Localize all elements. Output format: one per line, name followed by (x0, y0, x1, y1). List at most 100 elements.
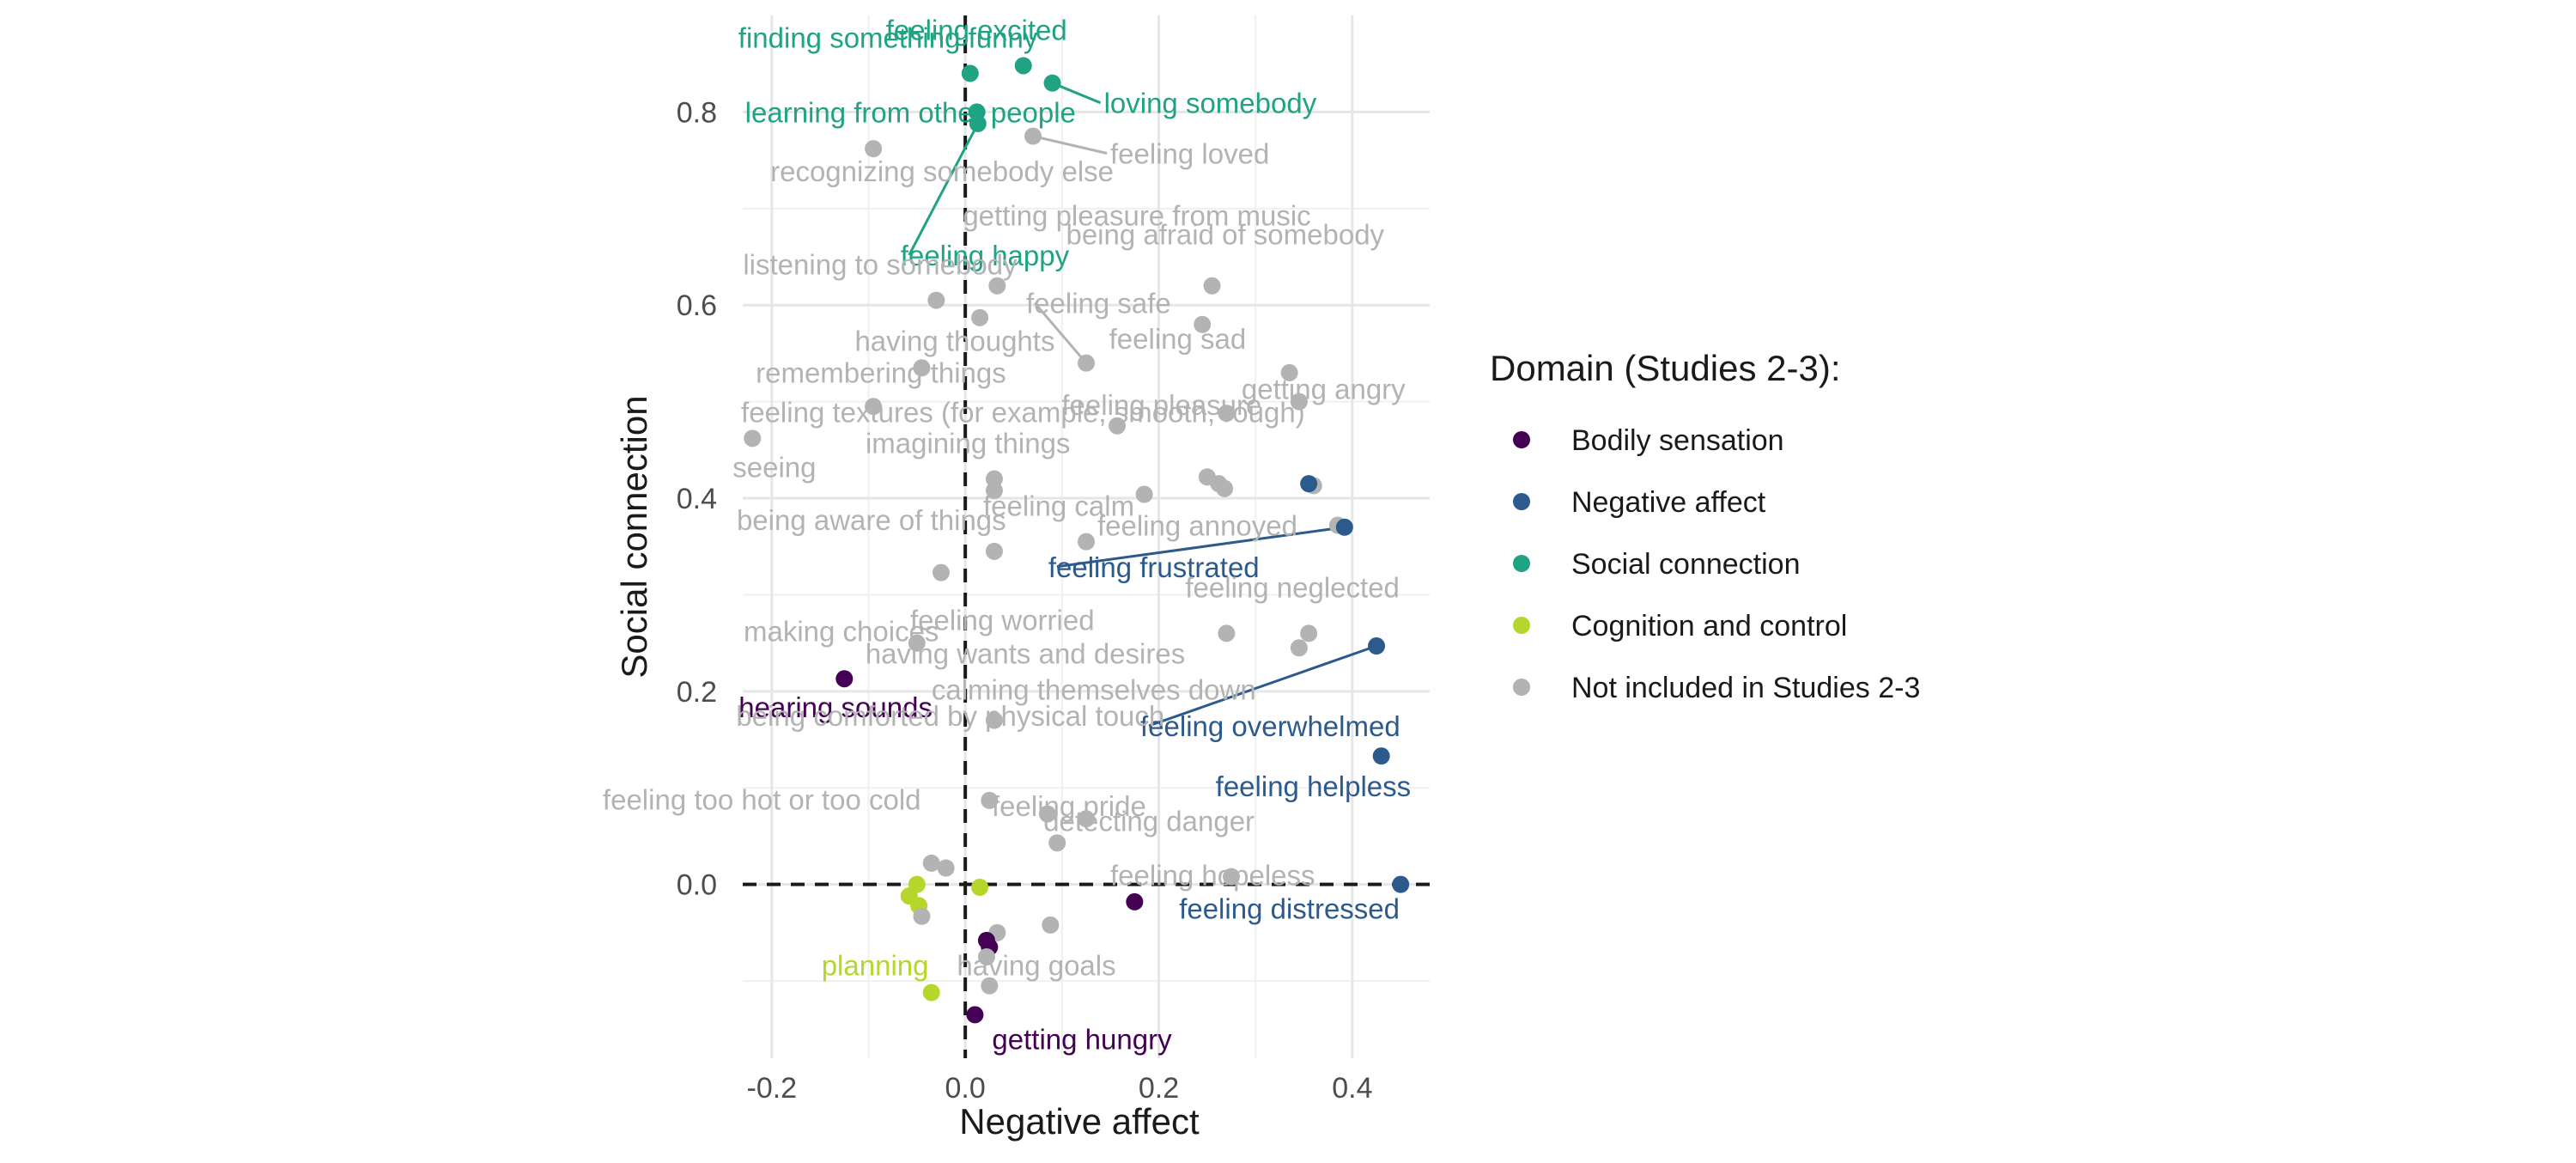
x-tick-label: 0.2 (1139, 1072, 1179, 1105)
point-label: feeling helpless (1216, 770, 1412, 802)
point-label: feeling worried (910, 605, 1095, 636)
point-label: feeling textures (for example, smooth, r… (741, 397, 1305, 429)
point-label: feeling loved (1110, 138, 1269, 170)
point-label: being afraid of somebody (1066, 219, 1384, 251)
data-point (977, 947, 995, 965)
data-point (1392, 875, 1410, 893)
point-label: having wants and desires (866, 638, 1185, 670)
data-point (1372, 747, 1390, 765)
data-point (1300, 624, 1318, 642)
data-point (1024, 127, 1042, 145)
data-point (1223, 868, 1241, 886)
point-label: imagining things (866, 428, 1070, 460)
point-label: being comforted by physical touch (736, 700, 1164, 732)
data-point (744, 429, 762, 448)
data-point (1135, 485, 1153, 503)
data-point (1078, 533, 1095, 551)
data-point (1290, 393, 1308, 411)
point-label: feeling pleasure (1061, 389, 1261, 421)
data-point (1014, 57, 1032, 75)
data-point (1078, 810, 1095, 828)
point-label: feeling hopeless (1110, 860, 1315, 892)
reference-lines (743, 15, 1430, 1058)
data-point (985, 711, 1003, 729)
point-label: feeling calm (983, 490, 1134, 522)
point-label: seeing (732, 451, 816, 483)
data-point (865, 398, 883, 416)
data-point (1194, 315, 1212, 333)
legend-key (1513, 555, 1530, 572)
y-axis-label: Social connection (614, 395, 654, 678)
point-label: feeling safe (1026, 288, 1171, 320)
x-tick-label: 0.4 (1332, 1072, 1372, 1105)
legend-key (1513, 617, 1530, 634)
point-label: calming themselves down (932, 673, 1256, 705)
legend-key (1513, 493, 1530, 510)
legend-label: Not included in Studies 2-3 (1571, 672, 1920, 704)
leader-line (1033, 301, 1088, 364)
data-point (937, 859, 955, 877)
data-point (932, 563, 950, 582)
data-point (969, 114, 987, 132)
point-label: being aware of things (737, 504, 1006, 536)
data-point (966, 1006, 984, 1024)
data-point (1216, 479, 1234, 497)
data-point (971, 879, 989, 897)
legend-key (1513, 431, 1530, 448)
y-tick-label: 0.4 (677, 483, 717, 515)
x-tick-label: -0.2 (747, 1072, 798, 1105)
point-label: getting angry (1242, 374, 1406, 405)
data-point (985, 542, 1003, 560)
x-tick-label: 0.0 (945, 1072, 986, 1105)
point-label: feeling neglected (1185, 571, 1400, 603)
y-axis-ticks: 0.0 0.2 0.4 0.6 0.8 (677, 96, 717, 901)
data-point (1218, 405, 1236, 423)
data-point (981, 791, 999, 809)
legend-label: Bodily sensation (1571, 424, 1784, 457)
leader-line (1051, 82, 1102, 105)
legend: Domain (Studies 2-3): Bodily sensation Ne… (1490, 348, 1920, 704)
point-label: having thoughts (854, 325, 1054, 356)
data-point (922, 854, 940, 872)
data-point (1203, 277, 1221, 295)
point-label: loving somebody (1104, 88, 1317, 119)
point-label: detecting danger (1043, 805, 1255, 837)
point-label: feeling happy (901, 240, 1070, 271)
data-point (865, 140, 883, 158)
data-point (961, 64, 979, 82)
leader-line (1056, 526, 1346, 569)
data-point (1126, 892, 1144, 910)
data-point (835, 670, 854, 688)
point-label: finding something funny (738, 21, 1038, 53)
point-label: feeling distressed (1179, 893, 1400, 925)
data-point (922, 983, 940, 1002)
point-label: getting pleasure from music (963, 200, 1310, 232)
data-point (908, 634, 926, 652)
data-point (981, 977, 999, 995)
point-label: remembering things (756, 356, 1006, 388)
point-label: having goals (957, 950, 1115, 982)
data-point (1290, 639, 1308, 657)
data-point (988, 277, 1006, 295)
data-point (913, 359, 931, 377)
point-label: hearing sounds (738, 691, 933, 723)
point-label: feeling overwhelmed (1140, 710, 1400, 742)
point-label: making choices (744, 616, 939, 648)
legend-title: Domain (Studies 2-3): (1490, 348, 1841, 388)
y-tick-label: 0.2 (677, 676, 717, 709)
y-tick-label: 0.0 (677, 869, 717, 902)
points (744, 57, 1410, 1024)
point-label: feeling frustrated (1048, 551, 1260, 583)
point-label: recognizing somebody else (770, 155, 1114, 187)
data-point (1078, 354, 1095, 372)
data-point (927, 291, 945, 309)
data-point (1368, 637, 1386, 655)
leader-line (908, 123, 980, 256)
point-label: feeling excited (886, 14, 1067, 46)
data-point (1300, 475, 1318, 493)
data-point (1048, 834, 1066, 852)
data-point (1280, 363, 1298, 381)
